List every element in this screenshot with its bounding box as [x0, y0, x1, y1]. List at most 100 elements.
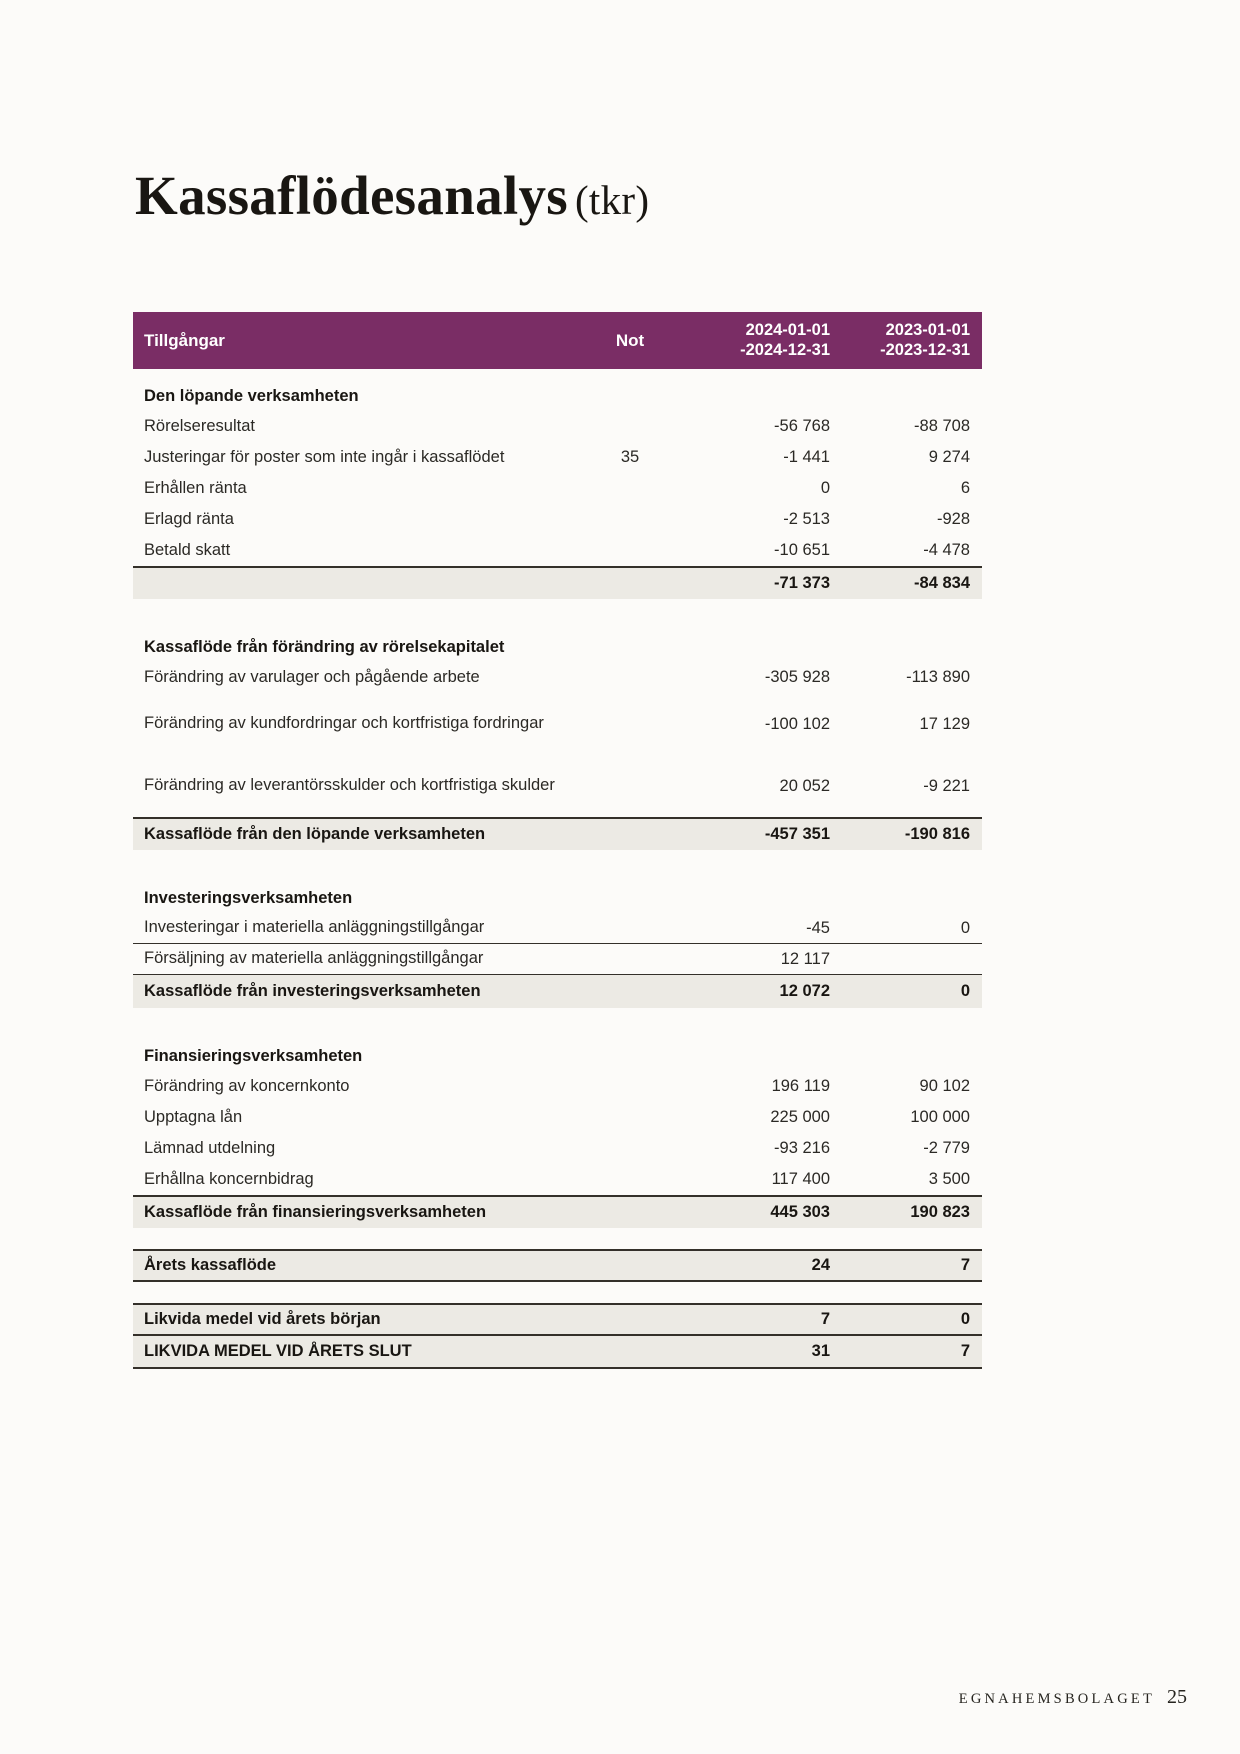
table-row-total: Kassaflöde från finansieringsverksamhete… [133, 1195, 982, 1228]
period-2024-start: 2024-01-01 [745, 321, 830, 340]
row-value-2024: 7 [820, 1310, 830, 1328]
table-row-item: Förändring av kundfordringar och kortfri… [133, 693, 982, 755]
period-2023-start: 2023-01-01 [885, 321, 970, 340]
footer-company-name: EGNAHEMSBOLAGET [958, 1691, 1155, 1707]
row-value-2023: 9 274 [928, 448, 970, 466]
row-label: Kassaflöde från investeringsverksamheten [144, 982, 481, 1000]
row-label: Förändring av varulager och pågående arb… [144, 667, 480, 686]
row-value-2023: 6 [960, 479, 970, 497]
row-value-2024: -45 [806, 918, 830, 937]
row-value-2023: -84 834 [914, 574, 970, 592]
header-col-not: Not [615, 330, 645, 350]
row-value-2023: 0 [960, 982, 970, 1000]
row-value-2024: -1 441 [783, 448, 830, 466]
row-label: Finansieringsverksamheten [144, 1047, 363, 1065]
row-value-2024: 196 119 [771, 1077, 830, 1095]
row-value-2023: 0 [960, 1310, 970, 1328]
table-row-gap [133, 599, 982, 620]
table-row-total: Kassaflöde från investeringsverksamheten… [133, 975, 982, 1008]
row-value-2023: 7 [960, 1256, 970, 1274]
table-row-item: Förändring av koncernkonto 196 119 90 102 [133, 1071, 982, 1102]
table-row-total: Årets kassaflöde 24 7 [133, 1249, 982, 1282]
period-2024-end: -2024-12-31 [740, 340, 830, 359]
table-row-item: Erhållna koncernbidrag 117 400 3 500 [133, 1164, 982, 1195]
row-value-2024: -100 102 [764, 714, 830, 733]
table-row-item: Erhållen ränta 0 6 [133, 473, 982, 504]
row-value-2023: 100 000 [910, 1108, 970, 1126]
row-value-2023: 190 823 [910, 1203, 970, 1221]
table-row-section: Finansieringsverksamheten [133, 1029, 982, 1071]
row-value-2023: -113 890 [906, 668, 970, 686]
row-value-2023: -2 779 [923, 1139, 970, 1157]
page-footer: EGNAHEMSBOLAGET 25 [959, 1686, 1187, 1709]
row-value-2023: 0 [960, 918, 970, 937]
row-value-2023: 90 102 [919, 1077, 970, 1095]
row-label: Kassaflöde från förändring av rörelsekap… [144, 638, 505, 656]
table-row-item: Förändring av varulager och pågående arb… [133, 662, 982, 693]
row-label: Erhållen ränta [144, 478, 247, 497]
row-value-2023: 3 500 [928, 1170, 970, 1188]
row-value-2024: 12 117 [780, 949, 830, 968]
row-label: Justeringar för poster som inte ingår i … [144, 447, 505, 466]
row-value-2023: -88 708 [914, 417, 970, 435]
row-value-2024: 31 [811, 1342, 830, 1360]
row-value-2024: -457 351 [764, 825, 830, 843]
row-value-2023: -9 221 [923, 776, 970, 795]
table-row-gap [133, 1228, 982, 1249]
row-value-2024: 24 [811, 1256, 830, 1274]
header-col-tillgangar: Tillgångar [144, 330, 225, 350]
row-value-2023: -928 [936, 510, 970, 528]
table-body: Den löpande verksamheten Rörelseresultat -… [133, 369, 982, 1369]
table-row-total: Likvida medel vid årets början 7 0 [133, 1303, 982, 1336]
row-value-2024: -56 768 [774, 417, 830, 435]
table-row-item: Justeringar för poster som inte ingår i … [133, 442, 982, 473]
row-label: Den löpande verksamheten [144, 387, 359, 405]
header-col-period-2023: 2023-01-01 -2023-12-31 [830, 321, 970, 360]
table-row-total: Kassaflöde från den löpande verksamheten… [133, 817, 982, 850]
page-title-unit: (tkr) [574, 177, 650, 223]
table-row-section: Den löpande verksamheten [133, 369, 982, 411]
row-value-2023: -4 478 [923, 541, 970, 559]
row-value-2024: 445 303 [770, 1203, 830, 1221]
row-label: Förändring av koncernkonto [144, 1076, 350, 1095]
table-row-item: Erlagd ränta -2 513 -928 [133, 504, 982, 535]
row-label: Betald skatt [144, 540, 231, 559]
row-value-2024: 0 [820, 479, 830, 497]
table-header-row: Tillgångar Not 2024-01-01 -2024-12-31 20… [133, 312, 982, 369]
row-label: Investeringar i materiella anläggningsti… [144, 918, 485, 937]
row-label: Upptagna lån [144, 1107, 243, 1126]
table-row-item: Betald skatt -10 651 -4 478 [133, 535, 982, 566]
table-row-gap [133, 850, 982, 871]
row-label: Kassaflöde från den löpande verksamheten [144, 825, 486, 843]
row-label: Förändring av leverantörsskulder och kor… [144, 776, 555, 795]
table-row-item: Försäljning av materiella anläggningstil… [133, 944, 982, 975]
row-label: Förändring av kundfordringar och kortfri… [144, 714, 544, 733]
row-note: 35 [620, 448, 640, 466]
table-row-item: Lämnad utdelning -93 216 -2 779 [133, 1133, 982, 1164]
row-value-2024: 12 072 [779, 982, 830, 1000]
cash-flow-table: Tillgångar Not 2024-01-01 -2024-12-31 20… [133, 312, 982, 1369]
table-row-section: Investeringsverksamheten [133, 871, 982, 913]
row-label: LIKVIDA MEDEL VID ÅRETS SLUT [144, 1342, 412, 1360]
row-value-2024: -71 373 [774, 574, 830, 592]
page-title-text: Kassaflödesanalys [135, 165, 568, 226]
row-label: Årets kassaflöde [144, 1256, 277, 1274]
footer-page-number: 25 [1167, 1686, 1187, 1708]
table-row-gap [133, 1282, 982, 1303]
table-row-item: Rörelseresultat -56 768 -88 708 [133, 411, 982, 442]
row-label: Erhållna koncernbidrag [144, 1169, 314, 1188]
row-value-2024: 117 400 [771, 1170, 830, 1188]
header-col-period-2024: 2024-01-01 -2024-12-31 [675, 321, 830, 360]
table-row-total: -71 373 -84 834 [133, 566, 982, 599]
period-2023-end: -2023-12-31 [880, 340, 970, 359]
table-row-item: Investeringar i materiella anläggningsti… [133, 913, 982, 944]
row-value-2024: 20 052 [779, 776, 830, 795]
row-label: Rörelseresultat [144, 416, 255, 435]
row-value-2023: 7 [960, 1342, 970, 1360]
row-value-2024: -10 651 [774, 541, 830, 559]
table-row-section: Kassaflöde från förändring av rörelsekap… [133, 620, 982, 662]
table-row-gap [133, 1008, 982, 1029]
row-label: Försäljning av materiella anläggningstil… [144, 949, 484, 968]
row-value-2024: 225 000 [770, 1108, 830, 1126]
row-value-2024: -2 513 [783, 510, 830, 528]
